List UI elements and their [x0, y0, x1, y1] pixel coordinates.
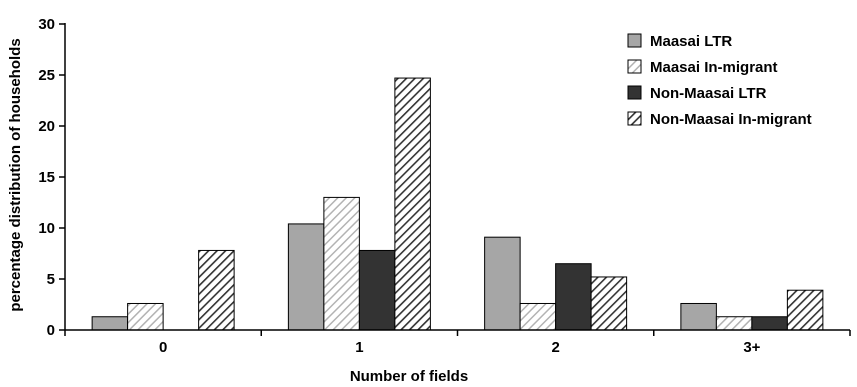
x-tick-label: 2 — [551, 339, 559, 356]
bar — [590, 276, 628, 331]
bar — [91, 316, 129, 331]
y-tick-label: 15 — [38, 169, 55, 186]
x-axis-title: Number of fields — [350, 368, 468, 385]
bar — [715, 316, 753, 331]
bar — [519, 302, 557, 331]
legend-label: Non-Maasai In-migrant — [650, 111, 812, 128]
bar — [287, 223, 325, 331]
legend-label: Maasai In-migrant — [650, 59, 778, 76]
bar — [358, 249, 396, 331]
y-tick-label: 0 — [47, 322, 55, 339]
legend-swatch — [627, 111, 642, 126]
legend-swatch — [627, 59, 642, 74]
x-tick-label: 0 — [159, 339, 167, 356]
bar — [484, 236, 521, 331]
x-tick-label: 1 — [355, 339, 363, 356]
legend-swatch — [627, 85, 642, 100]
bars-group — [91, 77, 824, 331]
bar — [127, 302, 164, 331]
bar — [198, 249, 235, 331]
y-axis-ticks: 0 5 10 15 20 25 30 — [38, 16, 65, 339]
legend-swatch — [627, 33, 642, 48]
y-tick-label: 20 — [38, 118, 55, 135]
bar — [751, 316, 788, 331]
y-tick-label: 5 — [47, 271, 55, 288]
bar — [786, 289, 824, 331]
legend-label: Non-Maasai LTR — [650, 85, 767, 102]
legend-label: Maasai LTR — [650, 33, 732, 50]
bar — [680, 302, 717, 331]
y-tick-label: 10 — [38, 220, 55, 237]
bar — [323, 196, 360, 331]
y-tick-label: 25 — [38, 67, 55, 84]
x-axis-ticks: 0 1 2 3+ — [64, 330, 851, 356]
bar — [394, 77, 431, 331]
y-axis-title: percentage distribution of households — [7, 38, 24, 311]
x-tick-label: 3+ — [743, 339, 760, 356]
legend: Maasai LTR Maasai In-migrant Non-Maasai LT… — [627, 33, 812, 128]
y-tick-label: 30 — [38, 16, 55, 33]
bar — [555, 263, 592, 331]
